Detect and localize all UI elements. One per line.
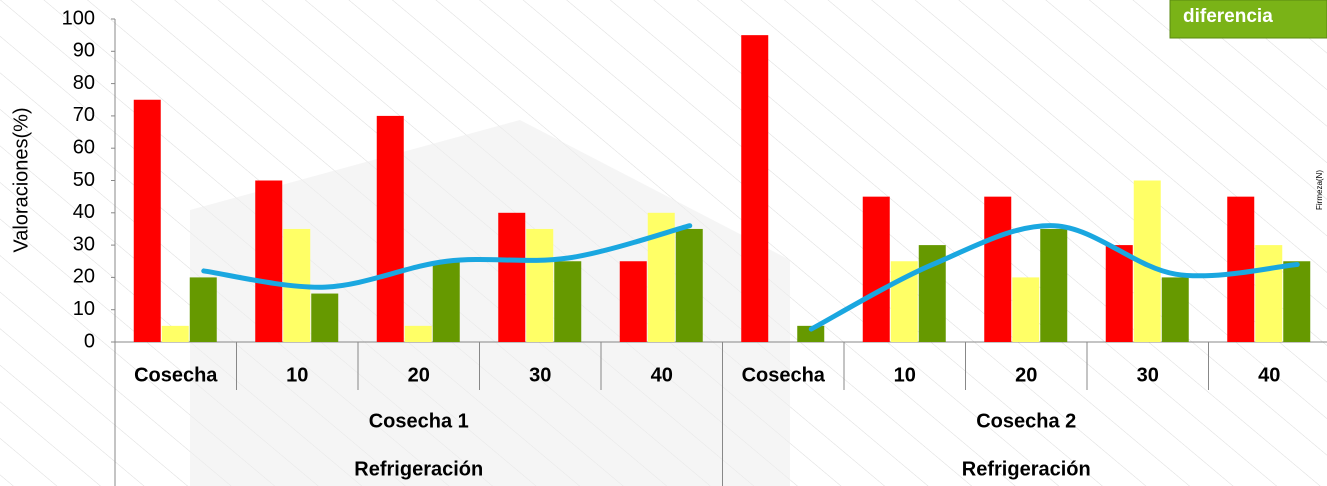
line [808,223,1300,332]
x-tick-label: 40 [1258,364,1280,386]
bar [432,261,460,342]
x-tick-label: Cosecha [742,364,826,386]
x-tick-label: 20 [1015,364,1037,386]
y-tick-label: 100 [62,7,95,29]
bar [619,261,647,342]
x-tick-label: Cosecha [134,364,218,386]
y-tick-label: 80 [73,72,95,94]
group-sublabel: Refrigeración [354,458,483,480]
x-tick-label: 10 [286,364,308,386]
x-tick-label: 10 [894,364,916,386]
bar [189,277,217,342]
y2-axis-label: Firmeza(N) [1315,170,1324,210]
bar [311,293,339,342]
bar [797,325,825,342]
bar [404,325,432,342]
x-tick-label: 30 [529,364,551,386]
line [201,223,693,290]
y-tick-label: 10 [73,298,95,320]
bar [161,325,189,342]
y-tick-label: 0 [84,330,95,352]
bar [376,115,404,343]
bar [554,261,582,342]
background-shape [190,120,790,486]
y-tick-label: 30 [73,233,95,255]
bar [741,35,769,343]
bar [1105,245,1133,342]
y-tick-label: 20 [73,266,95,288]
y-tick-label: 70 [73,104,95,126]
group-sublabel: Refrigeración [962,458,1091,480]
bar [862,196,890,342]
bar [255,180,283,342]
x-tick-label: 30 [1137,364,1159,386]
y-tick-label: 90 [73,40,95,62]
x-tick-label: 40 [651,364,673,386]
y-tick-label: 60 [73,136,95,158]
badge-box [1169,0,1327,39]
bar [498,212,526,342]
group-label: Cosecha 1 [369,410,469,432]
bar [984,196,1012,342]
bar [1161,277,1189,342]
bar [133,99,161,342]
x-tick-label: 20 [408,364,430,386]
group-label: Cosecha 2 [976,410,1076,432]
y-tick-label: 40 [73,201,95,223]
badge-text: diferencia [1183,6,1273,27]
y-tick-label: 50 [73,169,95,191]
bar [1012,277,1040,342]
bar [526,228,554,342]
bar [1283,261,1311,342]
bar [1040,228,1068,342]
y-axis-label: Valoraciones(%) [10,107,32,252]
bar [675,228,703,342]
bar [1255,245,1283,342]
